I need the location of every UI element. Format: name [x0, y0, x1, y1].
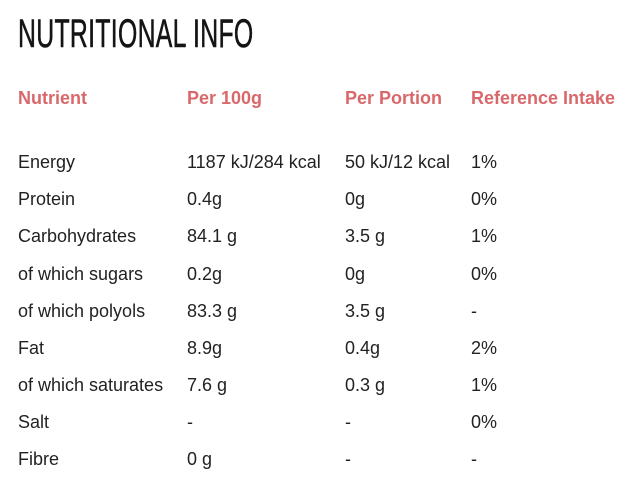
- per-portion-value: 50 kJ/12 kcal: [345, 152, 451, 172]
- table-row: of which polyols 83.3 g 3.5 g -: [0, 300, 640, 337]
- per-portion-value: 0.3 g: [345, 375, 386, 395]
- nutrient-name: Energy: [18, 152, 76, 172]
- per-100g-value: 84.1 g: [187, 226, 238, 246]
- per-100g-value: 7.6 g: [187, 375, 228, 395]
- per-portion-value: 3.5 g: [345, 301, 386, 321]
- reference-intake-value: 1%: [471, 375, 498, 395]
- nutrient-name: Fat: [18, 338, 45, 358]
- reference-intake-value: 0%: [471, 264, 498, 284]
- per-100g-value: 1187 kJ/284 kcal: [187, 152, 321, 172]
- nutrient-name: of which sugars: [18, 264, 144, 284]
- reference-intake-value: -: [471, 301, 477, 321]
- per-portion-value: -: [345, 412, 351, 432]
- nutrient-name: of which polyols: [18, 301, 146, 321]
- per-portion-value: 0g: [345, 189, 366, 209]
- reference-intake-value: 2%: [471, 338, 498, 358]
- table-row: Protein 0.4g 0g 0%: [0, 188, 640, 225]
- column-header-per-portion: Per Portion: [345, 88, 443, 108]
- page-title: NUTRITIONAL INFO: [18, 12, 254, 57]
- nutrient-name: Fibre: [18, 449, 60, 469]
- nutrient-name: Salt: [18, 412, 50, 432]
- table-row: of which saturates 7.6 g 0.3 g 1%: [0, 374, 640, 411]
- per-portion-value: 0g: [345, 264, 366, 284]
- per-100g-value: 0.2g: [187, 264, 223, 284]
- reference-intake-value: 1%: [471, 226, 498, 246]
- per-100g-value: 0.4g: [187, 189, 223, 209]
- column-header-per-100g: Per 100g: [187, 88, 263, 108]
- per-portion-value: 0.4g: [345, 338, 381, 358]
- table-row: Fat 8.9g 0.4g 2%: [0, 337, 640, 374]
- per-portion-value: 3.5 g: [345, 226, 386, 246]
- table-row: Energy 1187 kJ/284 kcal 50 kJ/12 kcal 1%: [0, 151, 640, 188]
- table-row: Fibre 0 g - -: [0, 448, 640, 485]
- column-header-reference-intake: Reference Intake: [471, 88, 616, 108]
- nutrient-name: Protein: [18, 189, 76, 209]
- per-100g-value: -: [187, 412, 193, 432]
- reference-intake-value: 0%: [471, 412, 498, 432]
- table-row: Salt - - 0%: [0, 411, 640, 448]
- per-portion-value: -: [345, 449, 351, 469]
- nutrient-name: of which saturates: [18, 375, 164, 395]
- table-row: of which sugars 0.2g 0g 0%: [0, 263, 640, 300]
- per-100g-value: 8.9g: [187, 338, 223, 358]
- per-100g-value: 83.3 g: [187, 301, 238, 321]
- reference-intake-value: 1%: [471, 152, 498, 172]
- nutrient-name: Carbohydrates: [18, 226, 137, 246]
- table-row: Carbohydrates 84.1 g 3.5 g 1%: [0, 225, 640, 262]
- reference-intake-value: 0%: [471, 189, 498, 209]
- per-100g-value: 0 g: [187, 449, 213, 469]
- column-header-nutrient: Nutrient: [18, 88, 87, 108]
- reference-intake-value: -: [471, 449, 477, 469]
